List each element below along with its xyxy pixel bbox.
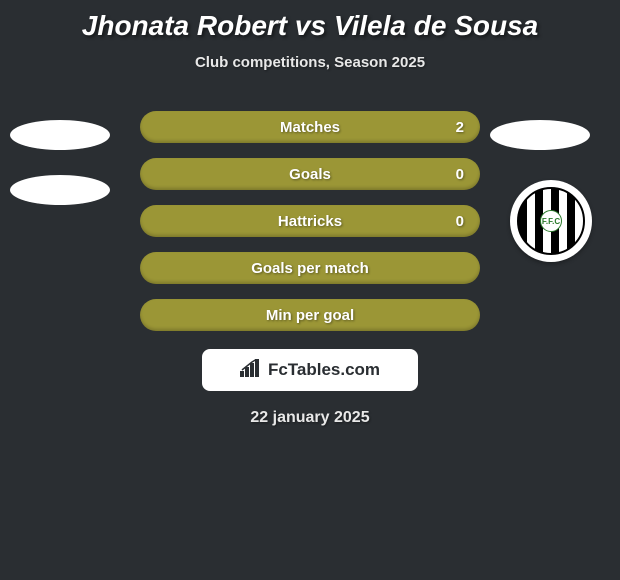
date-label: 22 january 2025 xyxy=(0,409,620,427)
stat-row-min-per-goal: Min per goal xyxy=(140,299,480,331)
badge-center-text: F.F.C xyxy=(540,210,562,232)
stat-label: Goals per match xyxy=(251,260,369,277)
chart-icon xyxy=(240,359,262,382)
right-player-placeholder xyxy=(490,120,590,175)
stat-row-matches: Matches 2 xyxy=(140,111,480,143)
stat-value: 2 xyxy=(456,119,464,136)
placeholder-ellipse xyxy=(10,175,110,205)
stat-value: 0 xyxy=(456,166,464,183)
season-subtitle: Club competitions, Season 2025 xyxy=(0,54,620,71)
club-badge: F.F.C xyxy=(510,180,592,262)
badge-stripes: F.F.C xyxy=(517,187,585,255)
stat-label: Matches xyxy=(280,119,340,136)
comparison-title: Jhonata Robert vs Vilela de Sousa xyxy=(0,0,620,42)
placeholder-ellipse xyxy=(490,120,590,150)
logo-text: FcTables.com xyxy=(268,360,380,380)
stat-value: 0 xyxy=(456,213,464,230)
left-player-placeholder xyxy=(10,120,110,230)
stat-label: Min per goal xyxy=(266,307,354,324)
stat-row-goals-per-match: Goals per match xyxy=(140,252,480,284)
placeholder-ellipse xyxy=(10,120,110,150)
stat-label: Hattricks xyxy=(278,213,342,230)
stat-row-goals: Goals 0 xyxy=(140,158,480,190)
stat-row-hattricks: Hattricks 0 xyxy=(140,205,480,237)
fctables-logo[interactable]: FcTables.com xyxy=(202,349,418,391)
stat-label: Goals xyxy=(289,166,331,183)
